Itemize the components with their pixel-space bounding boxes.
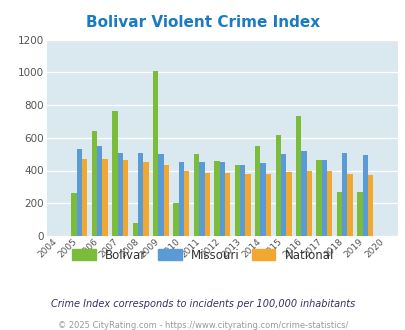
Bar [219, 161, 224, 236]
Bar [153, 71, 158, 236]
Bar [347, 174, 352, 236]
Bar [112, 111, 117, 236]
Bar [132, 223, 138, 236]
Bar [77, 149, 82, 236]
Bar [265, 174, 271, 236]
Bar [362, 155, 367, 236]
Bar [214, 161, 219, 236]
Bar [199, 162, 204, 236]
Bar [295, 116, 301, 236]
Bar [239, 165, 245, 236]
Bar [336, 192, 341, 236]
Bar [341, 153, 347, 236]
Bar [117, 153, 123, 236]
Bar [163, 165, 168, 236]
Bar [173, 203, 178, 236]
Legend: Bolivar, Missouri, National: Bolivar, Missouri, National [67, 244, 338, 266]
Bar [178, 161, 183, 236]
Bar [326, 171, 332, 236]
Bar [321, 160, 326, 236]
Bar [138, 153, 143, 236]
Text: © 2025 CityRating.com - https://www.cityrating.com/crime-statistics/: © 2025 CityRating.com - https://www.city… [58, 321, 347, 330]
Bar [71, 193, 77, 236]
Bar [315, 160, 321, 236]
Bar [183, 171, 189, 236]
Bar [234, 165, 239, 236]
Bar [280, 154, 286, 236]
Bar [97, 146, 102, 236]
Bar [306, 171, 311, 236]
Text: Crime Index corresponds to incidents per 100,000 inhabitants: Crime Index corresponds to incidents per… [51, 299, 354, 309]
Bar [260, 163, 265, 236]
Bar [286, 172, 291, 236]
Bar [245, 174, 250, 236]
Bar [367, 175, 372, 236]
Bar [194, 154, 199, 236]
Bar [82, 159, 87, 236]
Bar [224, 173, 230, 236]
Bar [123, 160, 128, 236]
Bar [143, 161, 148, 236]
Bar [275, 135, 280, 236]
Bar [92, 131, 97, 236]
Bar [301, 151, 306, 236]
Text: Bolivar Violent Crime Index: Bolivar Violent Crime Index [86, 15, 319, 30]
Bar [102, 159, 107, 236]
Bar [254, 146, 260, 236]
Bar [356, 192, 362, 236]
Bar [158, 154, 163, 236]
Bar [204, 173, 209, 236]
